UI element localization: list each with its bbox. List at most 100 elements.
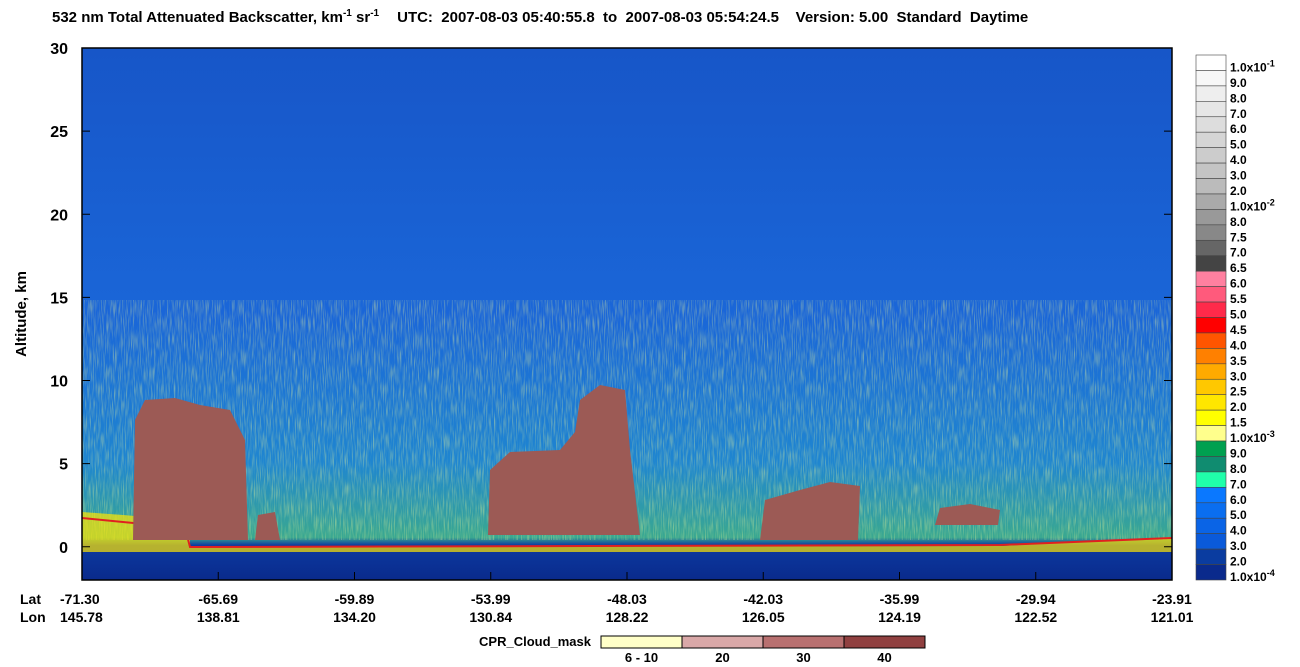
x-tick-label: -23.91 [1152, 591, 1192, 607]
colorbar-cell [1195, 85, 1227, 102]
colorbar-label-text: 2.0 [1230, 400, 1247, 414]
colorbar-label-text: 3.5 [1230, 354, 1247, 368]
colorbar-label: 5.0 [1230, 508, 1247, 522]
colorbar-label-text: 3.0 [1230, 369, 1247, 383]
colorbar-cell [1195, 193, 1227, 210]
colorbar-label-text: 1.5 [1230, 416, 1247, 430]
y-tick-label: 20 [50, 207, 68, 224]
colorbar-label-text: 9.0 [1230, 76, 1247, 90]
colorbar-label-text: 7.0 [1230, 107, 1247, 121]
colorbar-label: 7.0 [1230, 246, 1247, 260]
colorbar-label: 8.0 [1230, 91, 1247, 105]
colorbar-label: 8.0 [1230, 215, 1247, 229]
x-tick-label: 128.22 [606, 609, 649, 625]
colorbar-label: 8.0 [1230, 462, 1247, 476]
colorbar-cell [1195, 301, 1227, 318]
colorbar-label: 5.0 [1230, 138, 1247, 152]
colorbar-cell [1195, 440, 1227, 457]
colorbar-label-text: 1.0x10 [1230, 199, 1267, 213]
colorbar-label: 6.0 [1230, 122, 1247, 136]
x-tick-label: 126.05 [742, 609, 785, 625]
cloud-mask-label: 30 [796, 650, 810, 665]
surface-return [82, 512, 1172, 552]
x-tick-label: 138.81 [197, 609, 240, 625]
colorbar-label-text: 3.0 [1230, 169, 1247, 183]
colorbar-cell [1195, 162, 1227, 179]
colorbar-label-text: 6.0 [1230, 122, 1247, 136]
x-tick-label: -59.89 [335, 591, 375, 607]
colorbar-cell [1195, 116, 1227, 133]
cloud-mask-label: 40 [877, 650, 891, 665]
colorbar-cell [1195, 224, 1227, 241]
x-tick-label: 122.52 [1014, 609, 1057, 625]
x-tick-label: 124.19 [878, 609, 921, 625]
x-tick-label: -65.69 [198, 591, 238, 607]
x-row-label: Lon [20, 609, 46, 625]
cloud-mask-swatch [762, 635, 845, 649]
cloud-mask-swatch [843, 635, 926, 649]
plot-area [81, 47, 1173, 581]
colorbar-cell [1195, 317, 1227, 334]
colorbar-label-text: 7.0 [1230, 477, 1247, 491]
x-tick-label: -35.99 [880, 591, 920, 607]
colorbar-label: 4.0 [1230, 524, 1247, 538]
colorbar-label: 1.0x10-1 [1230, 58, 1275, 74]
cloud-mask-swatch [681, 635, 764, 649]
x-tick-label: 145.78 [60, 609, 103, 625]
colorbar-label: 4.0 [1230, 338, 1247, 352]
colorbar-label-text: 4.0 [1230, 338, 1247, 352]
colorbar-label: 3.0 [1230, 369, 1247, 383]
colorbar-label-text: 2.5 [1230, 385, 1247, 399]
colorbar-label-text: 8.0 [1230, 91, 1247, 105]
x-tick-label: -53.99 [471, 591, 511, 607]
cloud-mask-regions [133, 385, 1000, 540]
colorbar-cell [1195, 533, 1227, 550]
colorbar-label: 1.0x10-2 [1230, 197, 1275, 213]
colorbar-label-text: 1.0x10 [1230, 570, 1267, 584]
title-info: UTC: 2007-08-03 05:40:55.8 to 2007-08-03… [397, 9, 1028, 26]
y-tick-label: 30 [50, 41, 68, 58]
colorbar-label: 7.0 [1230, 107, 1247, 121]
colorbar-cell [1195, 270, 1227, 287]
colorbar-label-text: 6.0 [1230, 493, 1247, 507]
chart-title: 532 nm Total Attenuated Backscatter, km -… [52, 8, 1028, 26]
colorbar-label-text: 7.5 [1230, 230, 1247, 244]
x-tick-label: 130.84 [469, 609, 512, 625]
colorbar-label: 3.0 [1230, 169, 1247, 183]
colorbar-cell [1195, 409, 1227, 426]
colorbar-label-text: 2.0 [1230, 184, 1247, 198]
colorbar-label: 2.5 [1230, 385, 1247, 399]
colorbar-cell [1195, 456, 1227, 473]
colorbar-label-text: 6.5 [1230, 261, 1247, 275]
colorbar-label: 2.0 [1230, 184, 1247, 198]
colorbar-label-text: 4.0 [1230, 153, 1247, 167]
colorbar-label-text: 4.0 [1230, 524, 1247, 538]
colorbar-cell [1195, 239, 1227, 257]
colorbar-cell [1195, 255, 1227, 272]
title-exp: -1 [370, 8, 379, 19]
colorbar-cell [1195, 394, 1227, 411]
colorbar-cell [1195, 487, 1227, 504]
colorbar-cell [1195, 332, 1227, 349]
colorbar-label: 1.0x10-3 [1230, 429, 1275, 445]
colorbar-label: 5.0 [1230, 308, 1247, 322]
colorbar-label: 2.0 [1230, 400, 1247, 414]
colorbar-cell [1195, 147, 1227, 164]
colorbar-label-text: 5.5 [1230, 292, 1247, 306]
y-tick-label: 25 [50, 124, 68, 141]
colorbar-cell [1195, 131, 1227, 148]
x-tick-label: 121.01 [1151, 609, 1194, 625]
y-tick-label: 15 [50, 290, 68, 307]
colorbar-cell [1195, 54, 1227, 71]
cloud-mask-swatch [600, 635, 683, 649]
y-tick-label: 10 [50, 374, 68, 391]
colorbar-label-text: 8.0 [1230, 462, 1247, 476]
title-main: 532 nm Total Attenuated Backscatter, km [52, 9, 343, 26]
colorbar-label-text: 5.0 [1230, 138, 1247, 152]
colorbar-cell [1195, 378, 1227, 396]
colorbar-label-text: 1.0x10 [1230, 431, 1267, 445]
colorbar-label-text: 7.0 [1230, 246, 1247, 260]
colorbar-label-text: 6.0 [1230, 277, 1247, 291]
colorbar-label-text: 5.0 [1230, 308, 1247, 322]
